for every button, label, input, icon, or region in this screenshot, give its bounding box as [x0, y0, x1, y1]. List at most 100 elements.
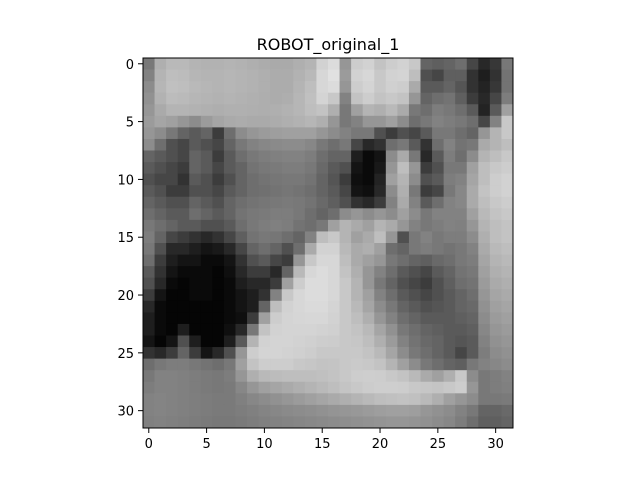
- heatmap-cell: [247, 173, 260, 186]
- heatmap-cell: [258, 335, 271, 348]
- heatmap-cell: [328, 115, 340, 128]
- heatmap-cell: [374, 243, 387, 255]
- heatmap-cell: [374, 312, 387, 325]
- heatmap-cell: [339, 231, 352, 244]
- heatmap-cell: [293, 404, 306, 417]
- heatmap-cell: [212, 266, 225, 279]
- heatmap-cell: [397, 404, 410, 417]
- heatmap-cell: [351, 370, 364, 383]
- heatmap-cell: [443, 404, 456, 417]
- heatmap-cell: [501, 81, 514, 94]
- heatmap-cell: [177, 416, 190, 429]
- heatmap-cell: [270, 404, 283, 417]
- heatmap-cell: [362, 404, 375, 417]
- heatmap-cell: [235, 58, 248, 70]
- heatmap-cell: [270, 69, 283, 82]
- heatmap-cell: [166, 58, 179, 70]
- heatmap-cell: [408, 243, 421, 255]
- heatmap-cell: [501, 92, 514, 105]
- heatmap-cell: [351, 58, 364, 70]
- heatmap-cell: [385, 243, 398, 255]
- heatmap-cell: [177, 185, 190, 198]
- heatmap-cell: [212, 231, 225, 244]
- heatmap-cell: [374, 150, 387, 163]
- heatmap-cell: [420, 185, 433, 198]
- y-tick-label: 30: [117, 405, 134, 420]
- heatmap-cell: [397, 173, 410, 186]
- heatmap-cell: [293, 416, 306, 429]
- heatmap-cell: [143, 219, 155, 232]
- heatmap-cell: [420, 404, 433, 417]
- heatmap-cell: [466, 219, 479, 232]
- heatmap-cell: [374, 219, 387, 232]
- heatmap-cell: [166, 208, 179, 221]
- heatmap-cell: [177, 335, 190, 348]
- heatmap-cell: [143, 358, 155, 371]
- heatmap-cell: [316, 381, 329, 394]
- heatmap-cell: [281, 127, 294, 140]
- heatmap-cell: [235, 323, 248, 336]
- heatmap-cell: [501, 58, 514, 70]
- heatmap-cell: [304, 404, 317, 417]
- heatmap-cell: [177, 81, 190, 94]
- heatmap-cell: [420, 312, 433, 325]
- heatmap-cell: [304, 115, 317, 128]
- heatmap-cell: [362, 92, 375, 105]
- heatmap-cell: [247, 300, 260, 313]
- heatmap-cell: [362, 127, 375, 140]
- heatmap-cell: [443, 416, 456, 429]
- heatmap-cell: [362, 300, 375, 313]
- heatmap-cell: [258, 358, 271, 371]
- heatmap-cell: [258, 92, 271, 105]
- heatmap-cell: [385, 196, 398, 209]
- heatmap-cell: [235, 162, 248, 175]
- heatmap-cell: [408, 323, 421, 336]
- heatmap-cell: [212, 92, 225, 105]
- heatmap-cell: [362, 115, 375, 128]
- heatmap-cell: [408, 289, 421, 302]
- heatmap-cell: [374, 81, 387, 94]
- heatmap-cell: [362, 266, 375, 279]
- heatmap-cell: [304, 104, 317, 117]
- heatmap-cell: [177, 115, 190, 128]
- heatmap-cell: [235, 231, 248, 244]
- heatmap-cell: [328, 358, 340, 371]
- heatmap-cell: [166, 289, 179, 302]
- heatmap-cell: [397, 92, 410, 105]
- heatmap-cell: [166, 381, 179, 394]
- heatmap-cell: [432, 404, 445, 417]
- heatmap-cell: [270, 323, 283, 336]
- heatmap-cell: [189, 347, 202, 360]
- heatmap-cell: [385, 370, 398, 383]
- heatmap-cell: [177, 127, 190, 140]
- heatmap-cell: [501, 335, 514, 348]
- heatmap-cell: [501, 416, 514, 429]
- heatmap-cell: [408, 370, 421, 383]
- heatmap-cell: [143, 300, 155, 313]
- heatmap-cell: [432, 81, 445, 94]
- heatmap-cell: [432, 266, 445, 279]
- heatmap-cell: [489, 370, 502, 383]
- heatmap-cell: [443, 381, 456, 394]
- y-axis-ticks: 0 5 10 15 20 25 30: [117, 58, 143, 420]
- heatmap-cell: [443, 266, 456, 279]
- heatmap-cell: [223, 69, 236, 82]
- heatmap-cell: [339, 219, 352, 232]
- heatmap-cell: [166, 335, 179, 348]
- heatmap-cell: [154, 69, 167, 82]
- heatmap-cell: [432, 289, 445, 302]
- heatmap-cell: [420, 208, 433, 221]
- heatmap-cell: [304, 381, 317, 394]
- heatmap-cell: [420, 347, 433, 360]
- heatmap-cell: [177, 243, 190, 255]
- heatmap-cell: [455, 289, 468, 302]
- heatmap-cell: [443, 254, 456, 267]
- heatmap-cell: [351, 127, 364, 140]
- heatmap-cell: [443, 335, 456, 348]
- heatmap-cell: [189, 393, 202, 406]
- heatmap-cell: [304, 416, 317, 429]
- heatmap-cell: [466, 115, 479, 128]
- heatmap-cell: [177, 358, 190, 371]
- heatmap-cell: [166, 185, 179, 198]
- heatmap-cell: [189, 312, 202, 325]
